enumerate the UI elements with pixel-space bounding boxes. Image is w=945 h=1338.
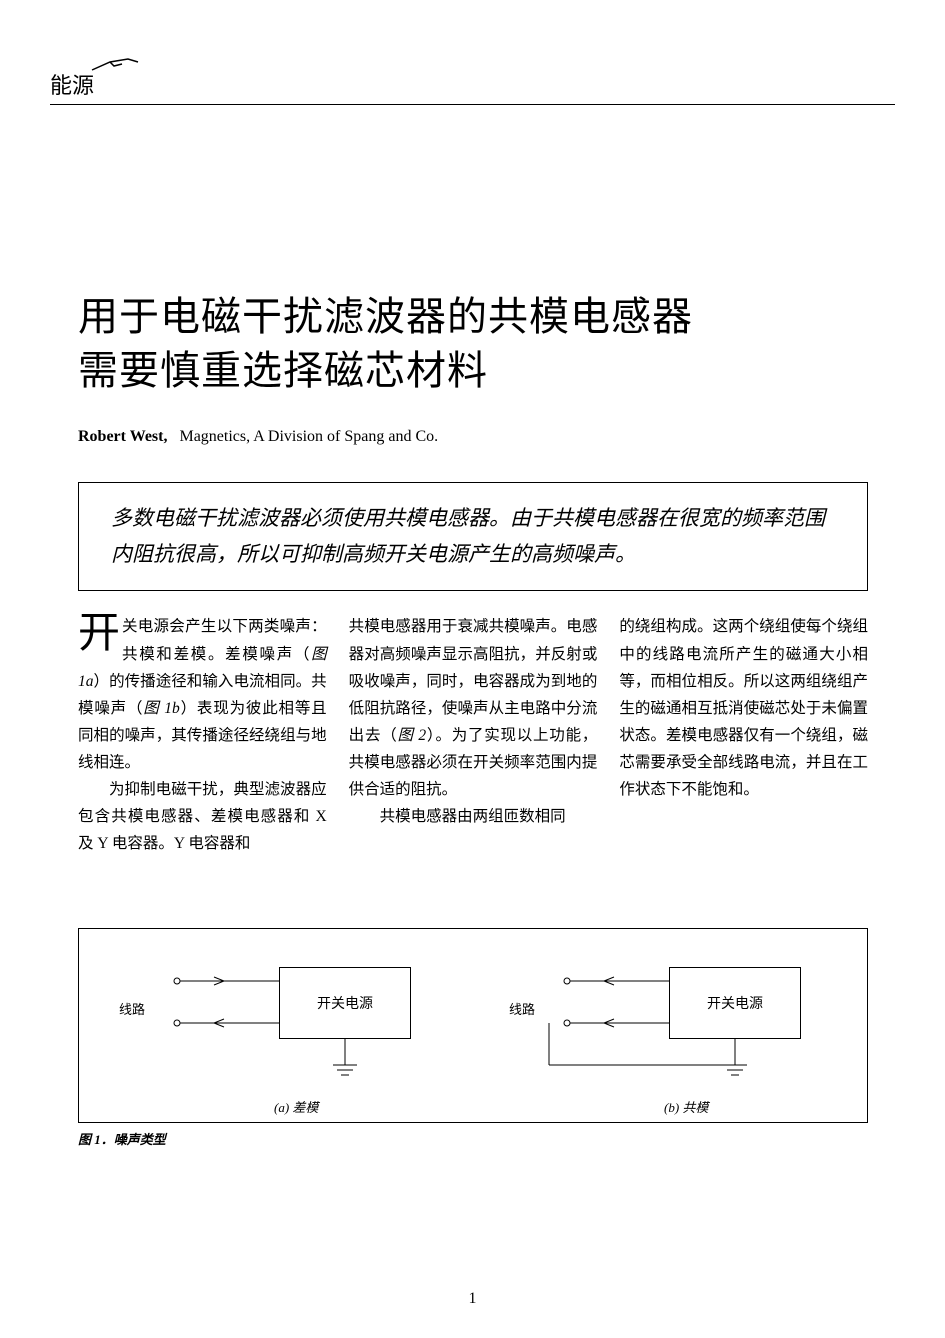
column-2: 共模电感器用于衰减共模噪声。电感器对高频噪声显示高阻抗，并反射或吸收噪声，同时，… [349,613,598,857]
figure-1-subcaption-b: (b) 共模 [664,1097,708,1116]
abstract-text: 多数电磁干扰滤波器必须使用共模电感器。由于共模电感器在很宽的频率范围内阻抗很高，… [111,506,825,566]
author-name: Robert West, [78,428,167,445]
col3-para1: 的绕组构成。这两个绕组使每个绕组中的线路电流所产生的磁通大小相等，而相位相反。所… [619,613,868,803]
figure-1-caption: 图 1．噪声类型 [78,1129,868,1148]
header-decoration-icon [90,56,140,76]
title-line-1: 用于电磁干扰滤波器的共模电感器 [78,294,693,339]
figure-1: 线路 开关电源 [78,928,868,1148]
article-content: 用于电磁干扰滤波器的共模电感器 需要慎重选择磁芯材料 Robert West, … [78,290,868,858]
dropcap: 开 [78,613,122,653]
author-affiliation: Magnetics, A Division of Spang and Co. [179,428,438,445]
article-title: 用于电磁干扰滤波器的共模电感器 需要慎重选择磁芯材料 [78,290,868,398]
diagram-a-svg [119,953,459,1103]
column-3: 的绕组构成。这两个绕组使每个绕组中的线路电流所产生的磁通大小相等，而相位相反。所… [619,613,868,857]
section-label: 能源 [50,68,94,100]
col1-p1-a: 关电源会产生以下两类噪声：共模和差模。差模噪声（ [122,618,327,662]
figure-1-subcaption-a: (a) 差模 [274,1097,318,1116]
diagram-b-svg [509,953,849,1103]
fig2-ref: 图 2 [397,727,426,744]
body-columns: 开关电源会产生以下两类噪声：共模和差模。差模噪声（图 1a）的传播途径和输入电流… [78,613,868,857]
col1-para1: 开关电源会产生以下两类噪声：共模和差模。差模噪声（图 1a）的传播途径和输入电流… [78,613,327,776]
author-line: Robert West, Magnetics, A Division of Sp… [78,428,868,446]
figure-1-box: 线路 开关电源 [78,928,868,1123]
col1-para2: 为抑制电磁干扰，典型滤波器应包含共模电感器、差模电感器和 X 及 Y 电容器。Y… [78,776,327,857]
col2-para2: 共模电感器由两组匝数相同 [349,803,598,830]
column-1: 开关电源会产生以下两类噪声：共模和差模。差模噪声（图 1a）的传播途径和输入电流… [78,613,327,857]
page-number: 1 [0,1290,945,1308]
page-header: 能源 [50,68,895,105]
col2-para1: 共模电感器用于衰减共模噪声。电感器对高频噪声显示高阻抗，并反射或吸收噪声，同时，… [349,613,598,803]
fig1b-ref: 图 1b [143,700,180,717]
abstract-box: 多数电磁干扰滤波器必须使用共模电感器。由于共模电感器在很宽的频率范围内阻抗很高，… [78,482,868,591]
col2-p1-a: 共模电感器用于衰减共模噪声。电感器对高频噪声显示高阻抗，并反射或吸收噪声，同时，… [349,618,598,744]
title-line-2: 需要慎重选择磁芯材料 [78,348,488,393]
header-rule [50,104,895,105]
